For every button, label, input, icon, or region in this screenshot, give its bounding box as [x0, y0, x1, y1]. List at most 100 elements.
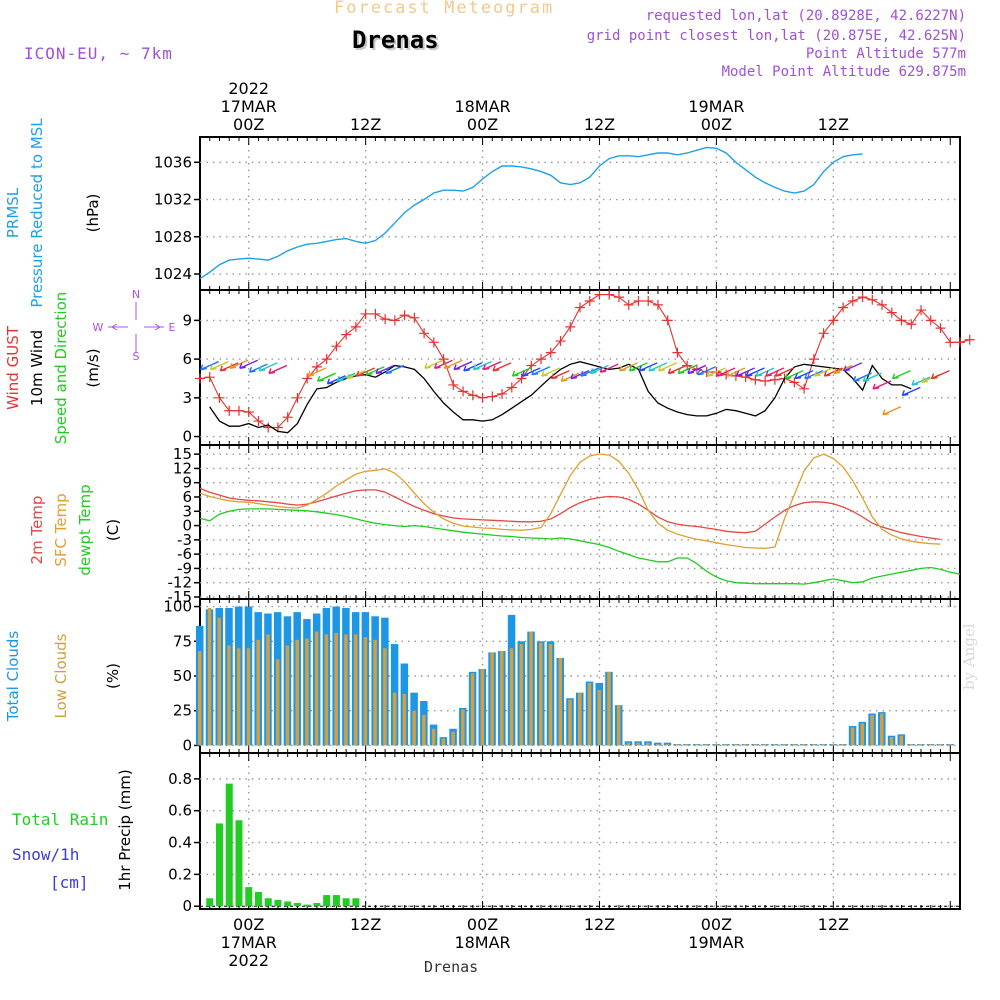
credit-watermark: by Angel — [960, 623, 978, 690]
rain-bar — [235, 820, 243, 907]
gust-marker — [575, 302, 585, 313]
y-tick-label: 0.2 — [168, 865, 192, 883]
rain-bar — [323, 895, 331, 907]
wind-direction-arrow — [433, 359, 453, 369]
gust-marker — [613, 292, 624, 303]
wind-direction-arrow — [911, 376, 931, 386]
cloud-low-bar — [461, 709, 465, 746]
wind-direction-arrow — [268, 364, 288, 375]
wind-direction-arrow — [697, 366, 716, 376]
wind-direction-arrow — [862, 372, 882, 382]
y-tick-label: 1024 — [154, 265, 192, 283]
wind-direction-arrow — [326, 375, 346, 385]
cloud-low-bar — [685, 744, 689, 746]
wind-direction-arrow — [307, 367, 327, 377]
gust-marker — [896, 315, 907, 326]
pressure-unit: (hPa) — [84, 194, 102, 233]
cloud-low-bar — [217, 617, 221, 746]
cloud-low-bar — [500, 651, 504, 746]
wind-direction-arrow — [443, 359, 463, 369]
gust-marker — [808, 354, 819, 365]
time-label-bottom: 18MAR — [454, 933, 510, 952]
gust-marker — [477, 392, 488, 403]
y-tick-label: 3 — [182, 389, 192, 407]
compass-west: W — [93, 321, 104, 334]
cloud-low-bar — [889, 737, 894, 746]
time-label-bottom: 00Z — [233, 915, 264, 934]
y-tick-label: -15 — [168, 588, 193, 606]
gust-marker — [497, 388, 508, 399]
wind-direction-arrow — [599, 363, 619, 373]
cloud-low-bar — [821, 744, 826, 746]
rain-bar — [254, 891, 262, 907]
cloud-low-bar — [539, 642, 543, 746]
gust-marker — [799, 383, 810, 394]
gust-marker — [428, 337, 439, 348]
gust-marker — [769, 374, 780, 385]
temp2m-line — [199, 487, 941, 541]
cloud-low-bar — [256, 639, 260, 746]
gust-marker — [204, 372, 215, 383]
pressure-label-1: PRMSL — [4, 187, 22, 238]
wind-direction-arrow — [550, 369, 570, 380]
y-tick-label: 0 — [182, 517, 192, 535]
cloud-low-bar — [198, 651, 202, 746]
cloud-low-bar — [880, 713, 884, 746]
gust-marker — [409, 312, 420, 323]
cloud-low-bar — [295, 639, 299, 746]
wind-label-speed-dir: Speed and Direction — [52, 292, 70, 445]
compass-south: S — [133, 350, 140, 363]
cloud-low-bar — [704, 744, 709, 746]
wind-direction-arrow — [852, 372, 872, 382]
cloud-low-bar — [529, 631, 533, 746]
cloud-low-bar — [743, 744, 748, 746]
gust-marker — [321, 354, 332, 365]
point-altitude: Point Altitude 577m — [805, 46, 966, 62]
wind-unit: (m/s) — [84, 348, 102, 387]
gust-marker — [282, 412, 293, 423]
wind-direction-arrow — [472, 360, 492, 371]
time-label-bottom: 00Z — [701, 915, 732, 934]
wind-direction-arrow — [511, 367, 531, 377]
gust-marker — [740, 372, 751, 383]
wind-direction-arrow — [463, 362, 483, 372]
cloud-low-bar — [207, 607, 212, 746]
cloud-low-bar — [509, 648, 514, 746]
wind-direction-arrow — [239, 359, 259, 369]
wind-direction-arrow — [248, 363, 268, 373]
time-label-top: 12Z — [584, 115, 615, 134]
gust-marker — [672, 347, 683, 358]
cloud-low-bar — [236, 648, 241, 746]
cloud-low-bar — [597, 689, 601, 746]
grid-point-coords: grid point closest lon,lat (20.875E, 42.… — [586, 28, 966, 44]
precip-label-rain: Total Rain — [12, 810, 108, 829]
cloud-low-bar — [412, 710, 416, 746]
requested-coords: requested lon,lat (20.8928E, 42.6227N) — [645, 8, 966, 24]
y-tick-label: 6 — [182, 488, 192, 506]
cloud-low-bar — [948, 744, 952, 746]
gust-marker — [623, 299, 634, 310]
y-tick-label: -3 — [177, 531, 192, 549]
product-title: Forecast Meteogram — [334, 0, 555, 18]
location-title: Drenas — [352, 26, 439, 54]
y-tick-label: -9 — [177, 559, 192, 577]
cloud-low-bar — [314, 631, 319, 746]
cloud-low-bar — [694, 744, 699, 746]
cloud-low-bar — [772, 744, 777, 746]
gust-marker — [467, 390, 478, 401]
model-label: ICON-EU, ~ 7km — [24, 44, 173, 63]
cloud-low-bar — [616, 705, 621, 746]
wind-direction-arrow — [541, 367, 561, 377]
wind-label-10m: 10m Wind — [28, 330, 46, 406]
y-tick-label: 0 — [182, 897, 192, 915]
pressure-line — [199, 146, 863, 280]
wind-direction-arrow — [648, 362, 668, 372]
time-label-top: 17MAR — [221, 97, 277, 116]
cloud-low-bar — [558, 657, 563, 746]
wind-direction-arrow — [687, 364, 707, 375]
cloud-low-bar — [422, 714, 426, 746]
cloud-label-total: Total Clouds — [4, 631, 22, 723]
time-label-top: 2022 — [228, 79, 269, 98]
y-tick-label: 50 — [173, 667, 192, 685]
rain-bar — [332, 895, 340, 907]
